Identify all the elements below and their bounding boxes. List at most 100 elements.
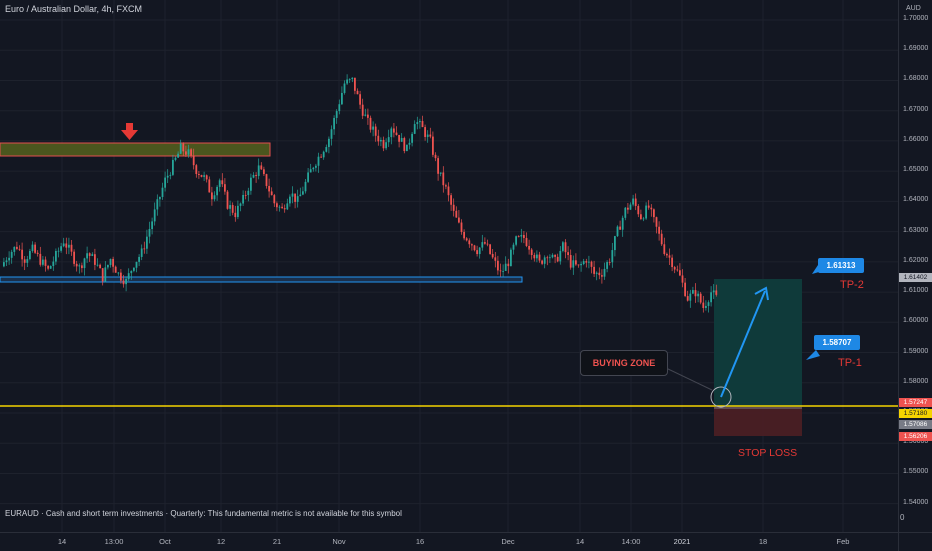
candle-body bbox=[216, 186, 218, 196]
candle-body bbox=[421, 121, 424, 128]
candle-body bbox=[387, 137, 390, 143]
candle-body bbox=[458, 217, 460, 223]
candle-body bbox=[325, 147, 328, 152]
loss-zone[interactable] bbox=[714, 407, 802, 436]
candle-body bbox=[715, 290, 718, 295]
candle-body bbox=[658, 226, 660, 234]
candle-body bbox=[556, 256, 559, 262]
candle-body bbox=[697, 293, 699, 297]
candle-body bbox=[244, 194, 247, 196]
candle-body bbox=[73, 251, 75, 264]
candle-body bbox=[156, 199, 159, 210]
profit-zone[interactable] bbox=[714, 279, 802, 407]
candle-body bbox=[671, 257, 673, 268]
candle-body bbox=[242, 194, 244, 204]
time-tick-label: 14 bbox=[57, 537, 67, 546]
price-tick-label: 1.63000 bbox=[903, 226, 929, 234]
candle-body bbox=[143, 248, 146, 250]
candle-body bbox=[528, 245, 530, 250]
candle-body bbox=[229, 205, 231, 209]
candle-body bbox=[512, 244, 515, 250]
resistance-zone[interactable] bbox=[0, 142, 271, 157]
down-arrow-icon[interactable] bbox=[121, 123, 138, 140]
candle-body bbox=[281, 206, 283, 209]
candle-body bbox=[679, 270, 681, 276]
time-tick-label: 2021 bbox=[673, 537, 691, 546]
candle-body bbox=[382, 139, 385, 149]
candle-body bbox=[447, 186, 450, 196]
symbol-title[interactable]: Euro / Australian Dollar, 4h, FXCM bbox=[5, 4, 143, 14]
price-tick-label: 1.59000 bbox=[903, 347, 929, 355]
axis-corner[interactable] bbox=[898, 532, 932, 551]
candle-body bbox=[218, 180, 221, 187]
candle-body bbox=[346, 79, 348, 84]
candle-body bbox=[369, 117, 372, 130]
tp1-callout[interactable]: 1.58707 bbox=[814, 335, 860, 350]
candle-body bbox=[8, 257, 10, 261]
candle-body bbox=[127, 273, 130, 279]
candle-body bbox=[26, 259, 29, 263]
stop-loss-label[interactable]: STOP LOSS bbox=[738, 447, 798, 459]
candle-body bbox=[645, 205, 647, 219]
candle-body bbox=[138, 256, 140, 262]
candle-body bbox=[335, 111, 338, 118]
buying-zone-label[interactable]: BUYING ZONE bbox=[580, 350, 668, 376]
candle-body bbox=[580, 264, 582, 266]
target-arrow[interactable] bbox=[720, 286, 769, 398]
candle-body bbox=[666, 253, 668, 256]
candle-body bbox=[343, 83, 346, 93]
candle-body bbox=[398, 134, 400, 142]
candle-body bbox=[250, 177, 252, 191]
candle-body bbox=[257, 165, 260, 176]
price-tag: 1.61402 bbox=[899, 273, 932, 282]
candle-body bbox=[252, 175, 255, 178]
candle-body bbox=[525, 237, 528, 246]
candle-body bbox=[42, 259, 44, 265]
entry-circle[interactable] bbox=[710, 386, 732, 408]
time-axis[interactable] bbox=[0, 532, 898, 551]
price-tick-label: 1.70000 bbox=[903, 15, 929, 22]
candle-body bbox=[694, 290, 697, 297]
time-tick-label: 12 bbox=[216, 537, 226, 546]
candle-body bbox=[83, 258, 86, 269]
candle-body bbox=[569, 255, 572, 268]
price-axis[interactable] bbox=[898, 0, 932, 532]
buying-zone-pointer bbox=[665, 367, 713, 391]
tp2-label[interactable]: TP-2 bbox=[840, 279, 864, 291]
candle-body bbox=[237, 205, 239, 218]
candle-body bbox=[408, 142, 411, 145]
candle-body bbox=[179, 143, 182, 154]
candle-body bbox=[5, 260, 8, 263]
candle-body bbox=[78, 265, 81, 267]
candle-body bbox=[426, 134, 429, 137]
candle-body bbox=[471, 244, 473, 246]
time-tick-label: 14:00 bbox=[621, 537, 641, 546]
candle-body bbox=[429, 134, 432, 137]
time-tick-label: Feb bbox=[836, 537, 850, 546]
candle-body bbox=[616, 226, 619, 237]
candle-body bbox=[81, 265, 83, 269]
candle-body bbox=[231, 205, 234, 213]
tp2-callout[interactable]: 1.61313 bbox=[818, 258, 864, 273]
price-tag: 1.57247 bbox=[899, 398, 932, 407]
price-chart[interactable] bbox=[0, 0, 898, 532]
chart-pane[interactable]: Euro / Australian Dollar, 4h, FXCM EURAU… bbox=[0, 0, 898, 532]
candle-body bbox=[330, 129, 333, 139]
candle-body bbox=[185, 151, 187, 155]
candle-body bbox=[390, 128, 393, 138]
candle-body bbox=[164, 177, 166, 188]
candle-body bbox=[595, 272, 598, 274]
price-tick-label: 1.65000 bbox=[903, 166, 929, 174]
tp1-label[interactable]: TP-1 bbox=[838, 357, 862, 369]
time-tick-label: 16 bbox=[415, 537, 425, 546]
candle-body bbox=[468, 240, 471, 245]
price-tick-label: 1.61000 bbox=[903, 287, 929, 295]
candle-body bbox=[585, 261, 588, 263]
candle-body bbox=[3, 262, 5, 267]
candle-body bbox=[299, 194, 302, 197]
candle-body bbox=[101, 268, 104, 282]
candle-body bbox=[270, 191, 273, 196]
support-zone[interactable] bbox=[0, 276, 523, 283]
candle-body bbox=[385, 142, 387, 149]
fundamental-note: EURAUD · Cash and short term investments… bbox=[5, 509, 402, 518]
